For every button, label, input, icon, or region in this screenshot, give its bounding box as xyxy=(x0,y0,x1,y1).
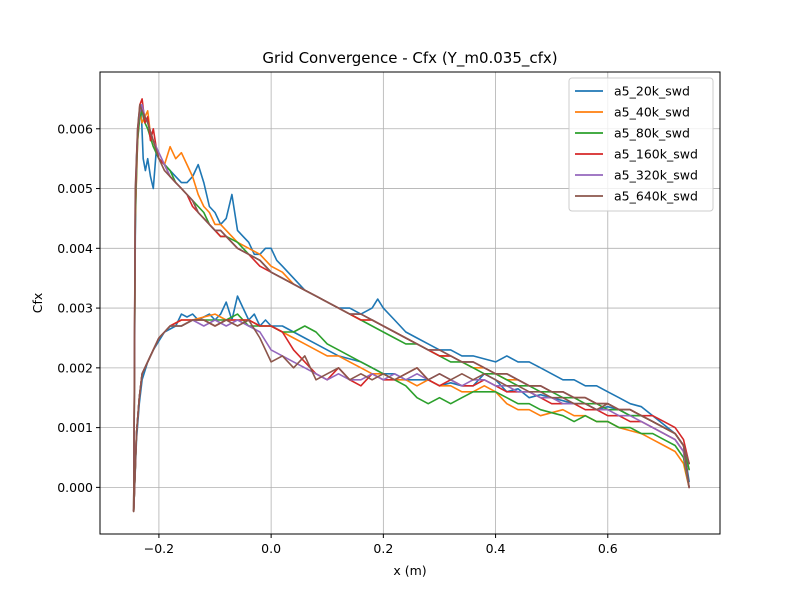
legend-entry: a5_20k_swd xyxy=(575,84,690,99)
series-a5_640k_swd xyxy=(132,104,690,513)
chart-title: Grid Convergence - Cfx (Y_m0.035_cfx) xyxy=(262,49,557,68)
x-tick-label: 0.4 xyxy=(486,541,506,556)
legend-entry: a5_640k_swd xyxy=(575,189,698,204)
legend-entry: a5_40k_swd xyxy=(575,105,690,120)
x-tick-label: 0.2 xyxy=(373,541,393,556)
series-lines xyxy=(132,98,690,513)
legend-label: a5_320k_swd xyxy=(614,168,698,183)
plot-area-frame xyxy=(99,71,721,535)
x-tick-label: 0.6 xyxy=(598,541,618,556)
x-axis-ticks: −0.2 0.0 0.2 0.4 0.6 xyxy=(144,534,618,556)
series-line-lower-surface xyxy=(132,319,690,513)
legend-label: a5_640k_swd xyxy=(614,189,698,204)
legend-entries: a5_20k_swd a5_40k_swd a5_80k_swd a5_160k_sw… xyxy=(575,84,698,204)
x-axis-label: x (m) xyxy=(393,563,426,578)
series-line-lower-surface xyxy=(132,319,690,513)
legend-label: a5_40k_swd xyxy=(614,105,690,120)
y-axis-ticks: 0.000 0.001 0.002 0.003 0.004 0.005 0.006 xyxy=(57,121,100,495)
y-tick-label: 0.003 xyxy=(57,301,93,316)
legend-label: a5_20k_swd xyxy=(614,84,690,99)
x-tick-label: 0.0 xyxy=(261,541,281,556)
y-tick-label: 0.005 xyxy=(57,181,93,196)
legend-box xyxy=(568,77,714,212)
y-tick-label: 0.001 xyxy=(57,420,93,435)
y-tick-label: 0.004 xyxy=(57,241,93,256)
y-axis-label: Cfx xyxy=(30,293,45,314)
y-tick-label: 0.002 xyxy=(57,360,93,375)
legend-entry: a5_80k_swd xyxy=(575,126,690,141)
x-tick-label: −0.2 xyxy=(144,541,174,556)
legend-entry: a5_320k_swd xyxy=(575,168,698,183)
y-tick-label: 0.000 xyxy=(57,480,93,495)
legend-entry: a5_160k_swd xyxy=(575,147,698,162)
y-tick-label: 0.006 xyxy=(57,121,93,136)
series-line-upper-surface xyxy=(132,104,690,513)
legend-label: a5_160k_swd xyxy=(614,147,698,162)
legend: a5_20k_swd a5_40k_swd a5_80k_swd a5_160k_sw… xyxy=(568,77,714,212)
legend-label: a5_80k_swd xyxy=(614,126,690,141)
